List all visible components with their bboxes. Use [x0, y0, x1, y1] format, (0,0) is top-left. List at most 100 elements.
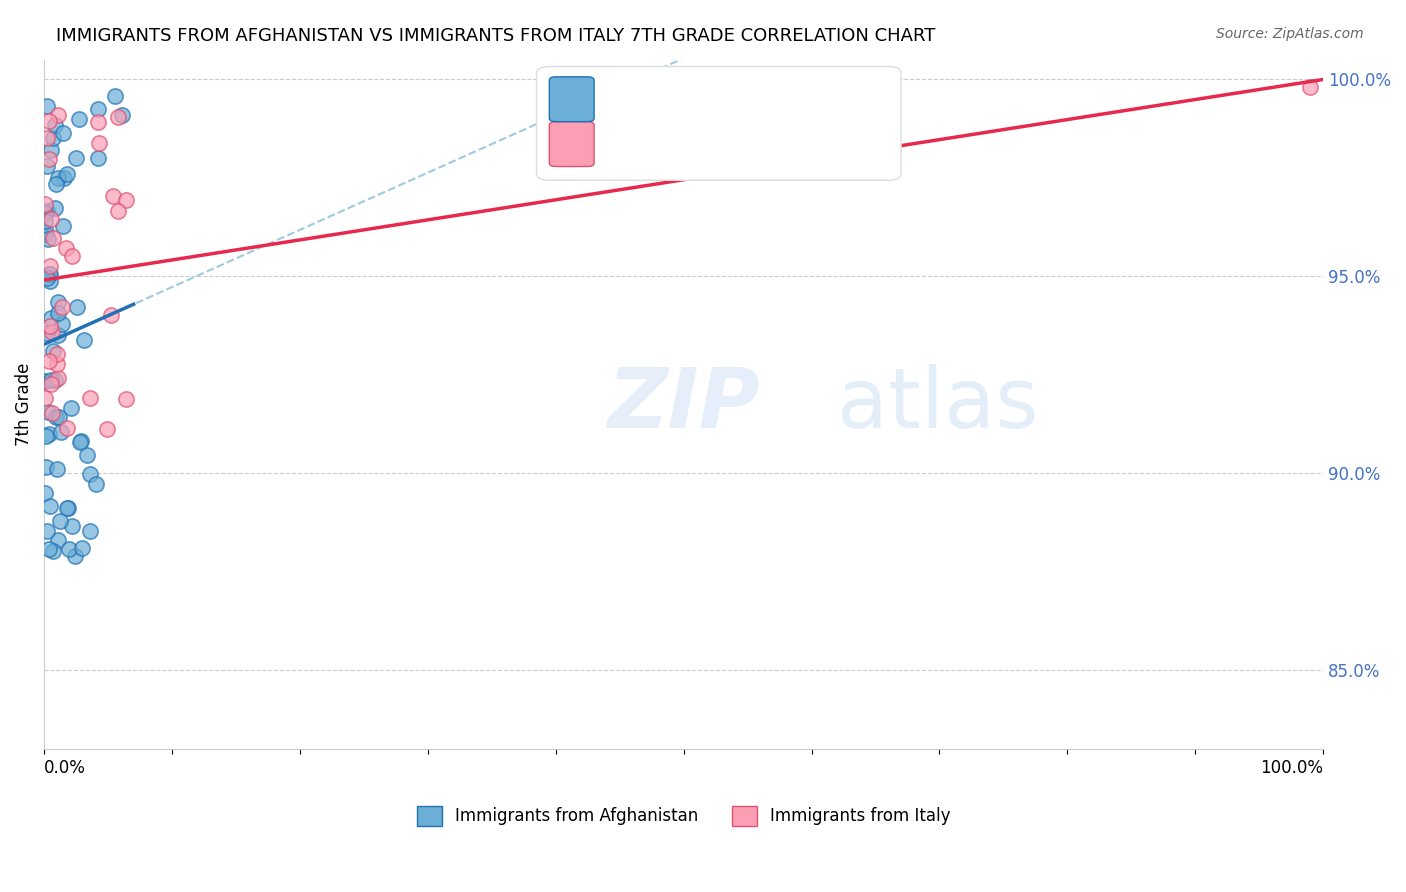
- Point: [41, 326, 63, 340]
- Point: [38, 259, 60, 273]
- Point: [38, 426, 60, 441]
- Text: 100.0%: 100.0%: [1260, 759, 1323, 777]
- Point: [104, 89, 127, 103]
- Point: [63, 549, 86, 563]
- Point: [87, 136, 110, 151]
- Point: [34, 485, 56, 500]
- Point: [44, 373, 66, 387]
- Point: [69, 435, 91, 450]
- Point: [38, 274, 60, 288]
- Point: [87, 151, 110, 165]
- Point: [39, 318, 62, 333]
- Point: [107, 110, 129, 124]
- Point: [96, 422, 118, 436]
- Point: [34, 227, 56, 241]
- Point: [114, 193, 136, 207]
- Point: [111, 108, 134, 122]
- Point: [114, 392, 136, 406]
- Point: [44, 410, 66, 425]
- Point: [44, 201, 66, 215]
- Point: [107, 203, 129, 218]
- Point: [87, 114, 110, 128]
- Point: [34, 206, 56, 220]
- Point: [35, 225, 58, 239]
- Point: [37, 524, 59, 539]
- Point: [59, 401, 82, 415]
- Point: [35, 460, 58, 475]
- Point: [39, 211, 62, 226]
- Point: [49, 425, 72, 439]
- Point: [49, 514, 72, 528]
- Point: [37, 271, 59, 285]
- FancyBboxPatch shape: [550, 77, 595, 121]
- Point: [101, 189, 124, 203]
- Point: [34, 213, 56, 227]
- Point: [52, 127, 75, 141]
- FancyBboxPatch shape: [537, 67, 901, 180]
- Point: [46, 108, 69, 122]
- Point: [56, 501, 79, 516]
- Point: [56, 168, 79, 182]
- Point: [67, 112, 90, 126]
- Point: [37, 159, 59, 173]
- Text: Source: ZipAtlas.com: Source: ZipAtlas.com: [1216, 27, 1364, 41]
- Point: [46, 295, 69, 310]
- Point: [37, 405, 59, 419]
- Point: [38, 152, 60, 166]
- Point: [58, 542, 80, 557]
- Point: [60, 519, 83, 533]
- Point: [56, 500, 79, 515]
- Point: [48, 410, 70, 425]
- Point: [34, 429, 56, 443]
- Point: [45, 462, 67, 476]
- Point: [34, 374, 56, 388]
- Point: [42, 544, 65, 558]
- Legend: Immigrants from Afghanistan, Immigrants from Italy: Immigrants from Afghanistan, Immigrants …: [411, 799, 957, 832]
- Text: IMMIGRANTS FROM AFGHANISTAN VS IMMIGRANTS FROM ITALY 7TH GRADE CORRELATION CHART: IMMIGRANTS FROM AFGHANISTAN VS IMMIGRANT…: [56, 27, 935, 45]
- Point: [79, 391, 101, 405]
- Point: [46, 306, 69, 320]
- FancyBboxPatch shape: [550, 121, 595, 167]
- Point: [39, 374, 62, 388]
- Point: [37, 131, 59, 145]
- Point: [34, 196, 56, 211]
- Point: [39, 143, 62, 157]
- Point: [46, 358, 69, 372]
- Point: [87, 102, 110, 116]
- Point: [65, 151, 87, 165]
- Point: [46, 346, 69, 360]
- Point: [35, 204, 58, 219]
- Point: [38, 114, 60, 128]
- Point: [70, 541, 93, 555]
- Point: [1299, 80, 1322, 95]
- Point: [70, 434, 93, 448]
- Point: [56, 421, 79, 435]
- Point: [79, 467, 101, 481]
- Point: [41, 406, 63, 420]
- Point: [53, 171, 76, 186]
- Point: [35, 99, 58, 113]
- Point: [46, 533, 69, 547]
- Point: [38, 541, 60, 556]
- Point: [52, 219, 75, 233]
- Point: [39, 311, 62, 326]
- Point: [35, 326, 58, 340]
- Point: [38, 353, 60, 368]
- Text: atlas: atlas: [837, 364, 1039, 445]
- Point: [73, 334, 96, 348]
- Text: 0.0%: 0.0%: [44, 759, 86, 777]
- Text: R =  0.126   N = 68: R = 0.126 N = 68: [607, 87, 783, 105]
- Point: [100, 308, 122, 322]
- Point: [48, 327, 70, 342]
- Point: [46, 371, 69, 385]
- Point: [38, 267, 60, 281]
- Point: [84, 477, 107, 491]
- Point: [66, 301, 89, 315]
- Point: [38, 268, 60, 282]
- Y-axis label: 7th Grade: 7th Grade: [15, 363, 32, 446]
- Point: [45, 177, 67, 191]
- Point: [42, 343, 65, 358]
- Text: ZIP: ZIP: [607, 364, 759, 445]
- Point: [46, 170, 69, 185]
- Point: [51, 301, 73, 315]
